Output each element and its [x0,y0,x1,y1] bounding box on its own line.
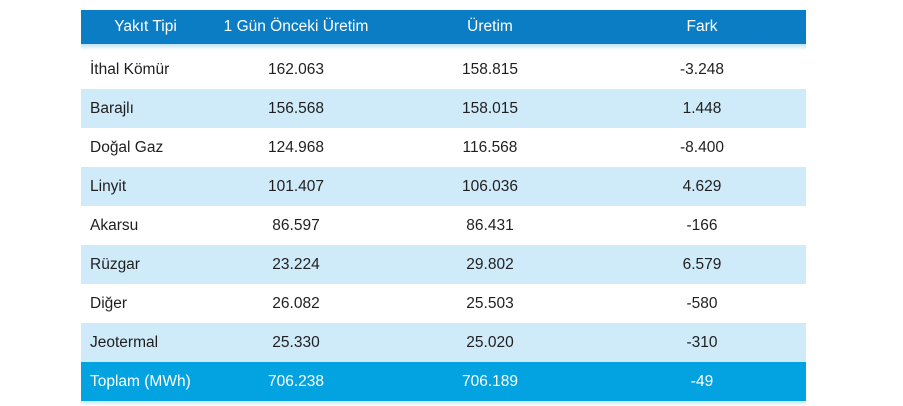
difference-cell: -310 [686,333,718,351]
production-cell: 106.036 [461,177,519,195]
table-row-ithal-komur: İthal Kömür 162.063 158.815 -3.248 [81,50,806,89]
fuel-type-cell: Jeotermal [90,333,159,351]
table-row-dogal-gaz: Doğal Gaz 124.968 116.568 -8.400 [81,128,806,167]
table-row-diger: Diğer 26.082 25.503 -580 [81,284,806,323]
total-label-cell: Toplam (MWh) [90,372,191,390]
production-cell: 86.431 [466,216,514,234]
total-difference-cell: -49 [690,372,714,390]
total-prev-production-cell: 706.238 [267,372,325,390]
prev-production-cell: 162.063 [267,60,325,78]
production-cell: 158.815 [461,60,519,78]
header-difference: Fark [686,18,718,35]
production-cell: 25.020 [466,333,514,351]
header-separator [81,44,806,50]
header-production: Üretim [467,18,513,35]
prev-production-cell: 25.330 [272,333,320,351]
prev-production-cell: 124.968 [267,138,325,156]
table-row-ruzgar: Rüzgar 23.224 29.802 6.579 [81,245,806,284]
production-cell: 25.503 [466,294,514,312]
production-cell: 158.015 [461,99,519,117]
prev-production-cell: 156.568 [267,99,325,117]
table-header-row: Yakıt Tipi 1 Gün Önceki Üretim Üretim Fa… [81,10,806,44]
difference-cell: -3.248 [680,60,724,78]
header-prev-production: 1 Gün Önceki Üretim [223,18,369,35]
prev-production-cell: 86.597 [272,216,320,234]
difference-cell: 4.629 [682,177,722,195]
production-cell: 116.568 [462,138,518,156]
prev-production-cell: 101.407 [267,177,325,195]
header-fuel-type: Yakıt Tipi [114,18,177,35]
difference-cell: 6.579 [682,255,722,273]
difference-cell: -166 [686,216,718,234]
total-production-cell: 706.189 [461,372,519,390]
table-row-barajli: Barajlı 156.568 158.015 1.448 [81,89,806,128]
fuel-type-cell: Linyit [90,177,127,195]
table-row-akarsu: Akarsu 86.597 86.431 -166 [81,206,806,245]
table-row-linyit: Linyit 101.407 106.036 4.629 [81,167,806,206]
table-row-jeotermal: Jeotermal 25.330 25.020 -310 [81,323,806,362]
prev-production-cell: 23.224 [272,255,320,273]
difference-cell: 1.448 [682,99,722,117]
fuel-type-cell: İthal Kömür [90,60,170,78]
fuel-type-cell: Rüzgar [90,255,140,273]
production-table: Yakıt Tipi 1 Gün Önceki Üretim Üretim Fa… [81,10,806,406]
difference-cell: -8.400 [680,138,724,156]
fuel-type-cell: Diğer [90,294,128,312]
prev-production-cell: 26.082 [272,294,320,312]
production-cell: 29.802 [466,255,514,273]
fuel-type-cell: Akarsu [90,216,139,234]
difference-cell: -580 [686,294,718,312]
table-total-row: Toplam (MWh) 706.238 706.189 -49 [81,362,806,401]
fuel-type-cell: Doğal Gaz [90,138,164,156]
fuel-type-cell: Barajlı [90,99,134,117]
